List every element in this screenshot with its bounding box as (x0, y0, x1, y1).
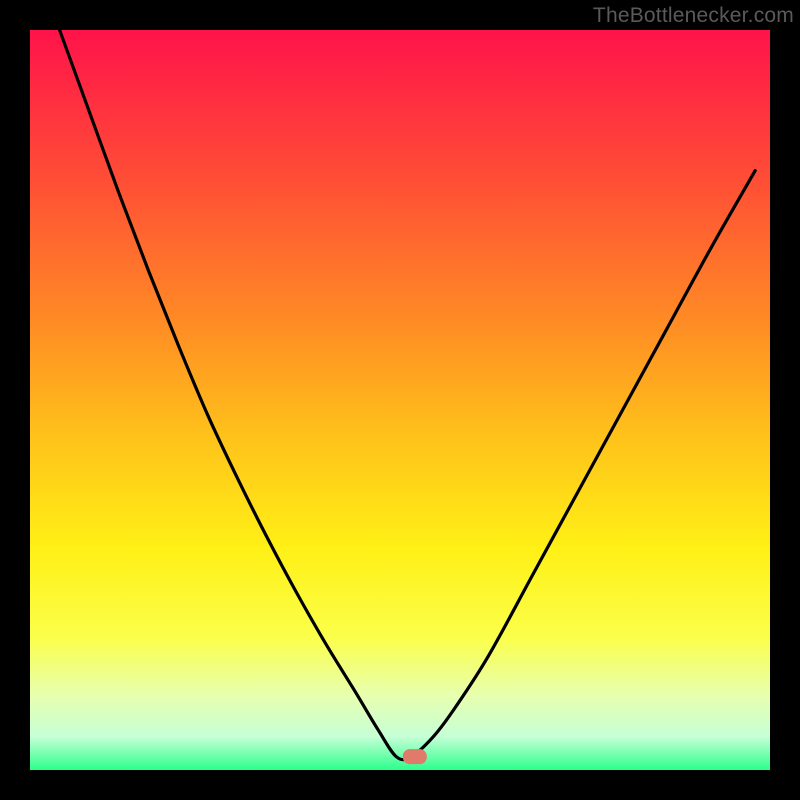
plot-area (30, 30, 770, 770)
trough-marker (403, 749, 427, 764)
watermark-text: TheBottlenecker.com (593, 4, 794, 28)
chart-stage: TheBottlenecker.com (0, 0, 800, 800)
chart-svg (0, 0, 800, 800)
